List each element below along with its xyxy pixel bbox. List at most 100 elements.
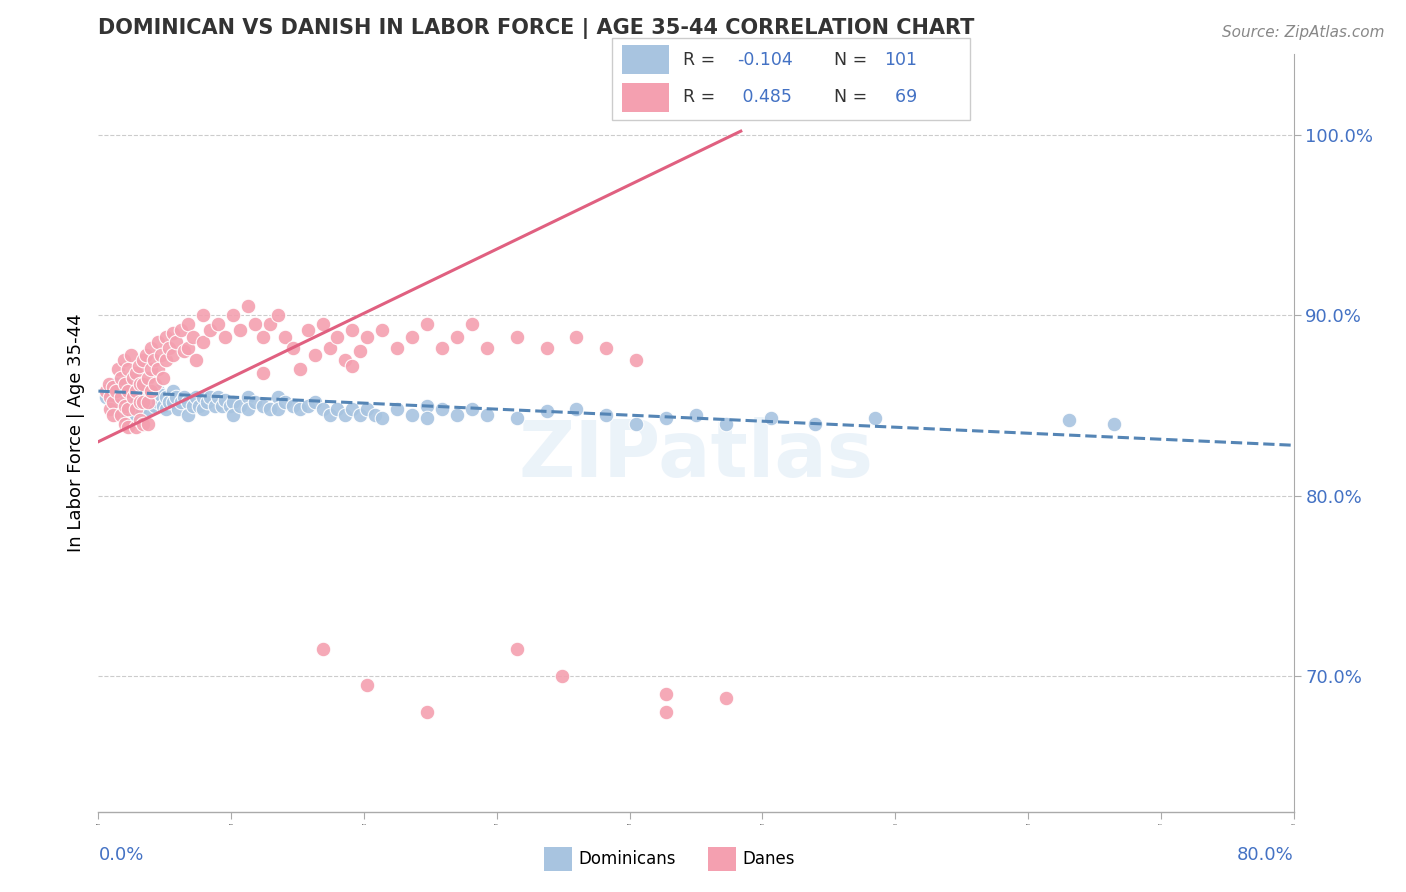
Point <box>177 341 200 355</box>
Point <box>103 408 125 422</box>
Point <box>1059 413 1081 427</box>
Point <box>461 318 484 332</box>
Point <box>136 390 159 404</box>
Point <box>103 395 125 409</box>
Point <box>536 341 558 355</box>
Point <box>191 402 214 417</box>
Point <box>565 402 588 417</box>
Point <box>157 341 180 355</box>
Point <box>259 402 281 417</box>
Point <box>655 687 678 701</box>
Point <box>356 330 378 344</box>
Point <box>117 362 139 376</box>
Point <box>288 402 311 417</box>
Point <box>103 399 125 413</box>
Point <box>259 318 281 332</box>
Point <box>114 390 136 404</box>
Point <box>714 417 737 431</box>
Text: R =: R = <box>683 88 716 106</box>
Point <box>252 366 274 380</box>
Point <box>211 399 233 413</box>
Text: 0.485: 0.485 <box>737 88 792 106</box>
Point <box>128 376 150 391</box>
Point <box>129 402 152 417</box>
Point <box>173 344 195 359</box>
Point <box>326 402 349 417</box>
FancyBboxPatch shape <box>544 847 572 871</box>
Point <box>191 335 214 350</box>
Point <box>342 323 364 337</box>
Point <box>506 411 529 425</box>
Point <box>173 390 195 404</box>
Point <box>197 395 219 409</box>
Point <box>114 402 136 417</box>
Point <box>162 395 184 409</box>
Point <box>148 384 170 398</box>
Point <box>103 380 125 394</box>
Point <box>626 417 648 431</box>
Point <box>267 402 290 417</box>
Point <box>121 371 143 385</box>
Text: 101: 101 <box>884 51 917 69</box>
Point <box>97 376 120 391</box>
Point <box>120 402 142 417</box>
Point <box>333 408 356 422</box>
Point <box>157 395 180 409</box>
Point <box>177 318 200 332</box>
Point <box>117 402 139 417</box>
Point <box>364 408 387 422</box>
Point <box>191 390 214 404</box>
Point <box>342 402 364 417</box>
Point <box>150 387 173 401</box>
Point <box>110 395 132 409</box>
Point <box>430 402 453 417</box>
Point <box>142 353 165 368</box>
Point <box>143 399 166 413</box>
Point <box>117 420 139 434</box>
Point <box>385 402 409 417</box>
Point <box>117 384 139 398</box>
Point <box>304 348 326 362</box>
Point <box>162 384 184 398</box>
Point <box>117 408 139 422</box>
Point <box>125 395 148 409</box>
Point <box>326 330 349 344</box>
Point <box>155 390 177 404</box>
Text: Danes: Danes <box>742 850 794 868</box>
Point <box>148 362 170 376</box>
Point <box>385 341 409 355</box>
Point <box>342 359 364 373</box>
Point <box>129 376 152 391</box>
Point <box>311 642 333 657</box>
Point <box>110 408 132 422</box>
Point <box>121 390 143 404</box>
Point <box>110 371 132 385</box>
Point <box>114 376 136 391</box>
Point <box>371 411 394 425</box>
Point <box>222 395 245 409</box>
Point <box>371 323 394 337</box>
Text: 80.0%: 80.0% <box>1237 846 1294 863</box>
Point <box>184 353 207 368</box>
Point <box>155 330 177 344</box>
Point <box>416 706 439 720</box>
Point <box>536 404 558 418</box>
FancyBboxPatch shape <box>709 847 737 871</box>
Point <box>550 669 572 683</box>
Point <box>129 395 152 409</box>
Point <box>267 308 290 322</box>
Point <box>401 408 423 422</box>
Text: Dominicans: Dominicans <box>578 850 676 868</box>
Point <box>110 390 132 404</box>
Point <box>356 678 378 692</box>
Point <box>191 308 214 322</box>
Point <box>132 395 155 409</box>
Point <box>136 402 159 417</box>
Point <box>207 318 229 332</box>
Point <box>139 384 162 398</box>
Point <box>129 390 152 404</box>
Point <box>229 323 252 337</box>
Point <box>125 402 148 417</box>
Point <box>416 399 439 413</box>
Point <box>120 376 142 391</box>
